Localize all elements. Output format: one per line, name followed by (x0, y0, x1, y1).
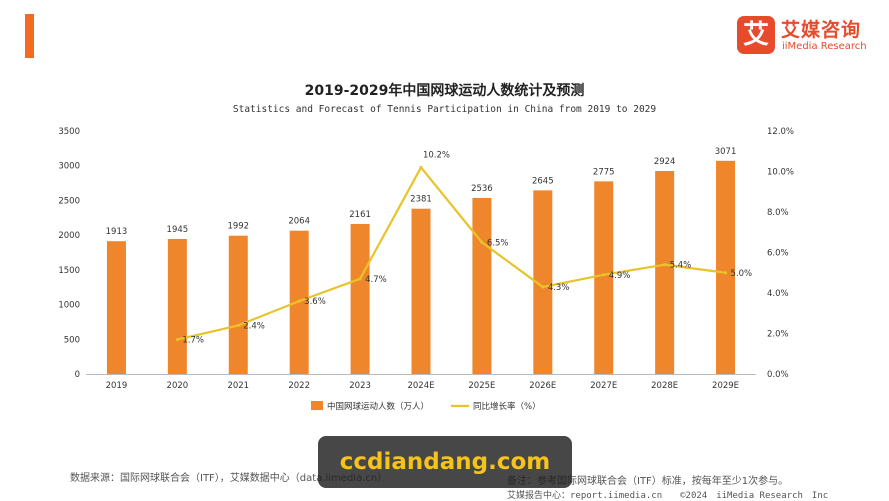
growth-rate-label: 1.7% (182, 336, 204, 346)
bar-value-label: 1945 (167, 225, 189, 235)
bar-value-label: 2064 (288, 217, 310, 227)
x-tick-label: 2029E (712, 381, 739, 391)
y-left-tick-label: 0 (75, 370, 80, 380)
bar-value-label: 2536 (471, 184, 493, 194)
y-left-tick-label: 1500 (58, 266, 80, 276)
legend-line-label: 同比增长率（%） (473, 401, 541, 412)
growth-rate-point (358, 277, 362, 281)
bar (655, 170, 675, 374)
growth-rate-label: 3.6% (304, 297, 326, 307)
brand-logo: 艾 艾媒咨询 iiMedia Research (737, 14, 882, 56)
bar (350, 223, 370, 374)
growth-rate-label: 10.2% (423, 150, 450, 160)
y-right-tick-label: 10.0% (767, 168, 794, 178)
growth-rate-point (723, 271, 728, 275)
x-tick-label: 2020 (167, 381, 189, 391)
bar (228, 235, 248, 374)
growth-rate-point (236, 323, 240, 327)
growth-rate-point (541, 285, 545, 289)
x-tick-label: 2025E (468, 381, 495, 391)
chart-subtitle: Statistics and Forecast of Tennis Partic… (232, 104, 657, 115)
growth-rate-label: 4.3% (548, 283, 570, 293)
brand-name-en: iiMedia Research (782, 41, 867, 52)
growth-rate-label: 5.4% (670, 261, 692, 271)
x-tick-label: 2024E (407, 381, 434, 391)
x-tick-label: 2019 (106, 381, 128, 391)
y-right-tick-label: 0.0% (767, 370, 789, 380)
y-left-tick-label: 3500 (58, 127, 80, 137)
growth-rate-label: 2.4% (243, 321, 265, 331)
remark-note: 备注：参考国际网球联合会（ITF）标准，按每年至少1次参与。 (507, 476, 789, 487)
bar-value-label: 1992 (227, 222, 249, 232)
growth-rate-point (419, 165, 423, 170)
bar-value-label: 2924 (654, 157, 676, 167)
bar (167, 238, 187, 374)
y-left-tick-label: 500 (64, 335, 80, 345)
bar (472, 197, 492, 374)
legend-bar-swatch (311, 401, 323, 410)
x-tick-label: 2022 (288, 381, 310, 391)
growth-rate-point (297, 299, 301, 303)
y-left-tick-label: 3000 (58, 162, 80, 172)
legend-bar-label: 中国网球运动人数（万人） (327, 401, 429, 412)
bar-value-label: 2775 (593, 167, 615, 177)
y-left-tick-label: 1000 (58, 301, 80, 311)
bar (106, 241, 126, 374)
logo-icon: 艾 (737, 16, 775, 54)
bar (411, 208, 431, 374)
source-note: 数据来源：国际网球联合会（ITF），艾媒数据中心（data.iimedia.cn… (70, 473, 388, 484)
y-left-tick-label: 2000 (58, 231, 80, 241)
bar-value-label: 2161 (349, 210, 371, 220)
y-right-tick-label: 8.0% (767, 208, 789, 218)
y-right-tick-label: 4.0% (767, 289, 789, 299)
brand-name-cn: 艾媒咨询 (781, 19, 862, 41)
growth-rate-point (480, 240, 484, 244)
bar-value-label: 3071 (715, 147, 737, 157)
growth-rate-point (602, 273, 606, 277)
growth-rate-label: 4.9% (609, 271, 631, 281)
growth-rate-line (177, 166, 726, 341)
growth-rate-point (175, 337, 179, 342)
accent-bar (25, 14, 34, 58)
x-tick-label: 2021 (227, 381, 249, 391)
x-tick-label: 2028E (651, 381, 678, 391)
growth-rate-label: 5.0% (731, 269, 753, 279)
watermark-banner: ccdiandang.com (318, 436, 572, 488)
growth-rate-label: 4.7% (365, 275, 387, 285)
y-right-tick-label: 2.0% (767, 330, 789, 340)
report-center-note: 艾媒报告中心：report.iimedia.cn ©2024 iiMedia R… (507, 491, 829, 501)
growth-rate-label: 6.5% (487, 238, 509, 248)
chart-title: 2019-2029年中国网球运动人数统计及预测 (304, 83, 585, 99)
y-right-tick-label: 6.0% (767, 249, 789, 259)
bar (533, 190, 553, 374)
x-tick-label: 2026E (529, 381, 556, 391)
bar-value-label: 1913 (106, 227, 128, 237)
x-tick-label: 2027E (590, 381, 617, 391)
bar-value-label: 2645 (532, 176, 554, 186)
growth-rate-point (663, 263, 667, 267)
bar-value-label: 2381 (410, 195, 432, 205)
x-tick-label: 2023 (349, 381, 371, 391)
bar (594, 181, 614, 374)
y-right-tick-label: 12.0% (767, 127, 794, 137)
y-left-tick-label: 2500 (58, 196, 80, 206)
bar (716, 160, 736, 374)
